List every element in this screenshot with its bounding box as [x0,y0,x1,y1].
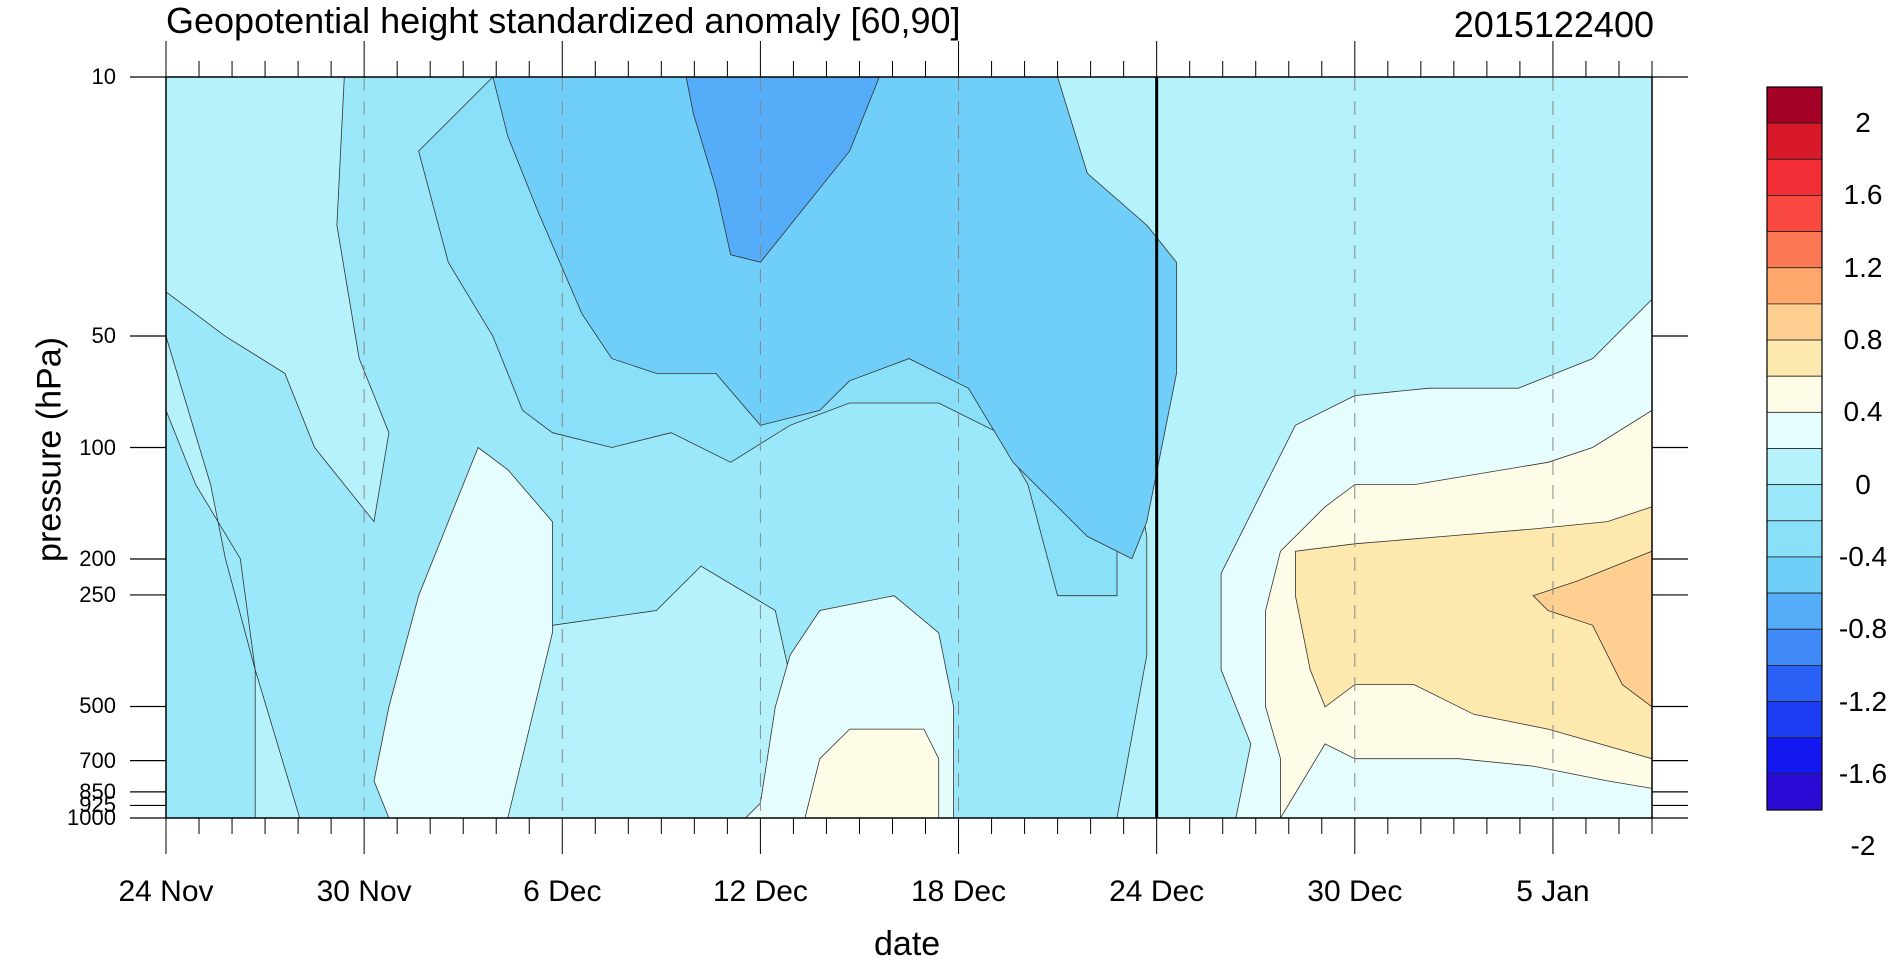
colorbar-tick-label: -1.6 [1838,757,1888,789]
chart-title: Geopotential height standardized anomaly… [166,0,961,41]
x-axis-label: date [874,925,941,963]
colorbar-swatch [1766,86,1823,124]
colorbar-tick-label: 0 [1855,468,1871,500]
colorbar-swatch [1766,158,1823,196]
y-tick-label: 10 [91,64,116,89]
x-tick-label: 24 Nov [118,875,214,908]
colorbar-swatch [1766,339,1823,377]
colorbar-swatch [1766,665,1823,702]
colorbar-swatch [1766,737,1823,775]
colorbar-swatch [1766,628,1823,666]
colorbar-swatch [1766,267,1823,305]
x-tick-label: 6 Dec [523,875,602,908]
colorbar-tick-label: 1.2 [1843,251,1883,283]
contour-region-5 [373,446,553,818]
y-tick-label: 100 [79,434,116,460]
x-tick-label: 5 Jan [1516,875,1590,908]
colorbar-swatch [1766,375,1823,413]
colorbar-tick-label: -2 [1850,830,1876,862]
colorbar-swatch [1766,448,1823,486]
colorbar-tick-label: -1.2 [1838,685,1888,717]
y-tick-label: 850 [79,778,116,804]
colorbar-swatch [1766,484,1823,522]
contour-region-7 [804,728,940,818]
colorbar-swatch [1766,195,1823,232]
chart-date-stamp: 2015122400 [1453,4,1654,45]
colorbar-swatch [1766,701,1823,739]
y-tick-label: 500 [79,693,116,719]
y-tick-label: 250 [79,581,116,607]
colorbar-swatch [1766,773,1823,811]
contour-region-10 [1295,506,1652,760]
x-tick-label: 12 Dec [712,875,808,908]
colorbar-tick-label: 2 [1855,107,1871,139]
y-tick-label: 700 [79,747,116,773]
colorbar-tick-label: -0.8 [1838,613,1888,645]
colorbar-swatch [1766,411,1823,449]
y-tick-label: 50 [91,322,116,348]
contour-region-11 [1532,550,1652,708]
colorbar-tick-label: -0.4 [1838,540,1888,572]
y-tick-label: 1000 [67,805,116,830]
colorbar-swatch [1766,122,1823,160]
colorbar-tick-label: 1.6 [1843,179,1883,211]
colorbar-swatch [1766,231,1823,269]
x-tick-label: 18 Dec [911,875,1007,908]
y-tick-label: 200 [79,546,116,572]
colorbar-tick-label: 0.8 [1843,324,1883,356]
y-tick-label: 925 [79,792,116,818]
colorbar-swatch [1766,520,1823,558]
colorbar-frame [1766,86,1823,811]
x-tick-label: 24 Dec [1109,875,1205,908]
contour-region-3 [492,77,1177,560]
contour-region-4 [685,77,880,263]
colorbar-swatch [1766,592,1823,630]
x-tick-label: 30 Nov [316,875,412,908]
colorbar-swatch [1766,303,1823,341]
colorbar-swatch [1766,556,1823,594]
colorbar-tick-label: 0.4 [1843,396,1883,428]
x-tick-label: 30 Dec [1307,875,1403,908]
